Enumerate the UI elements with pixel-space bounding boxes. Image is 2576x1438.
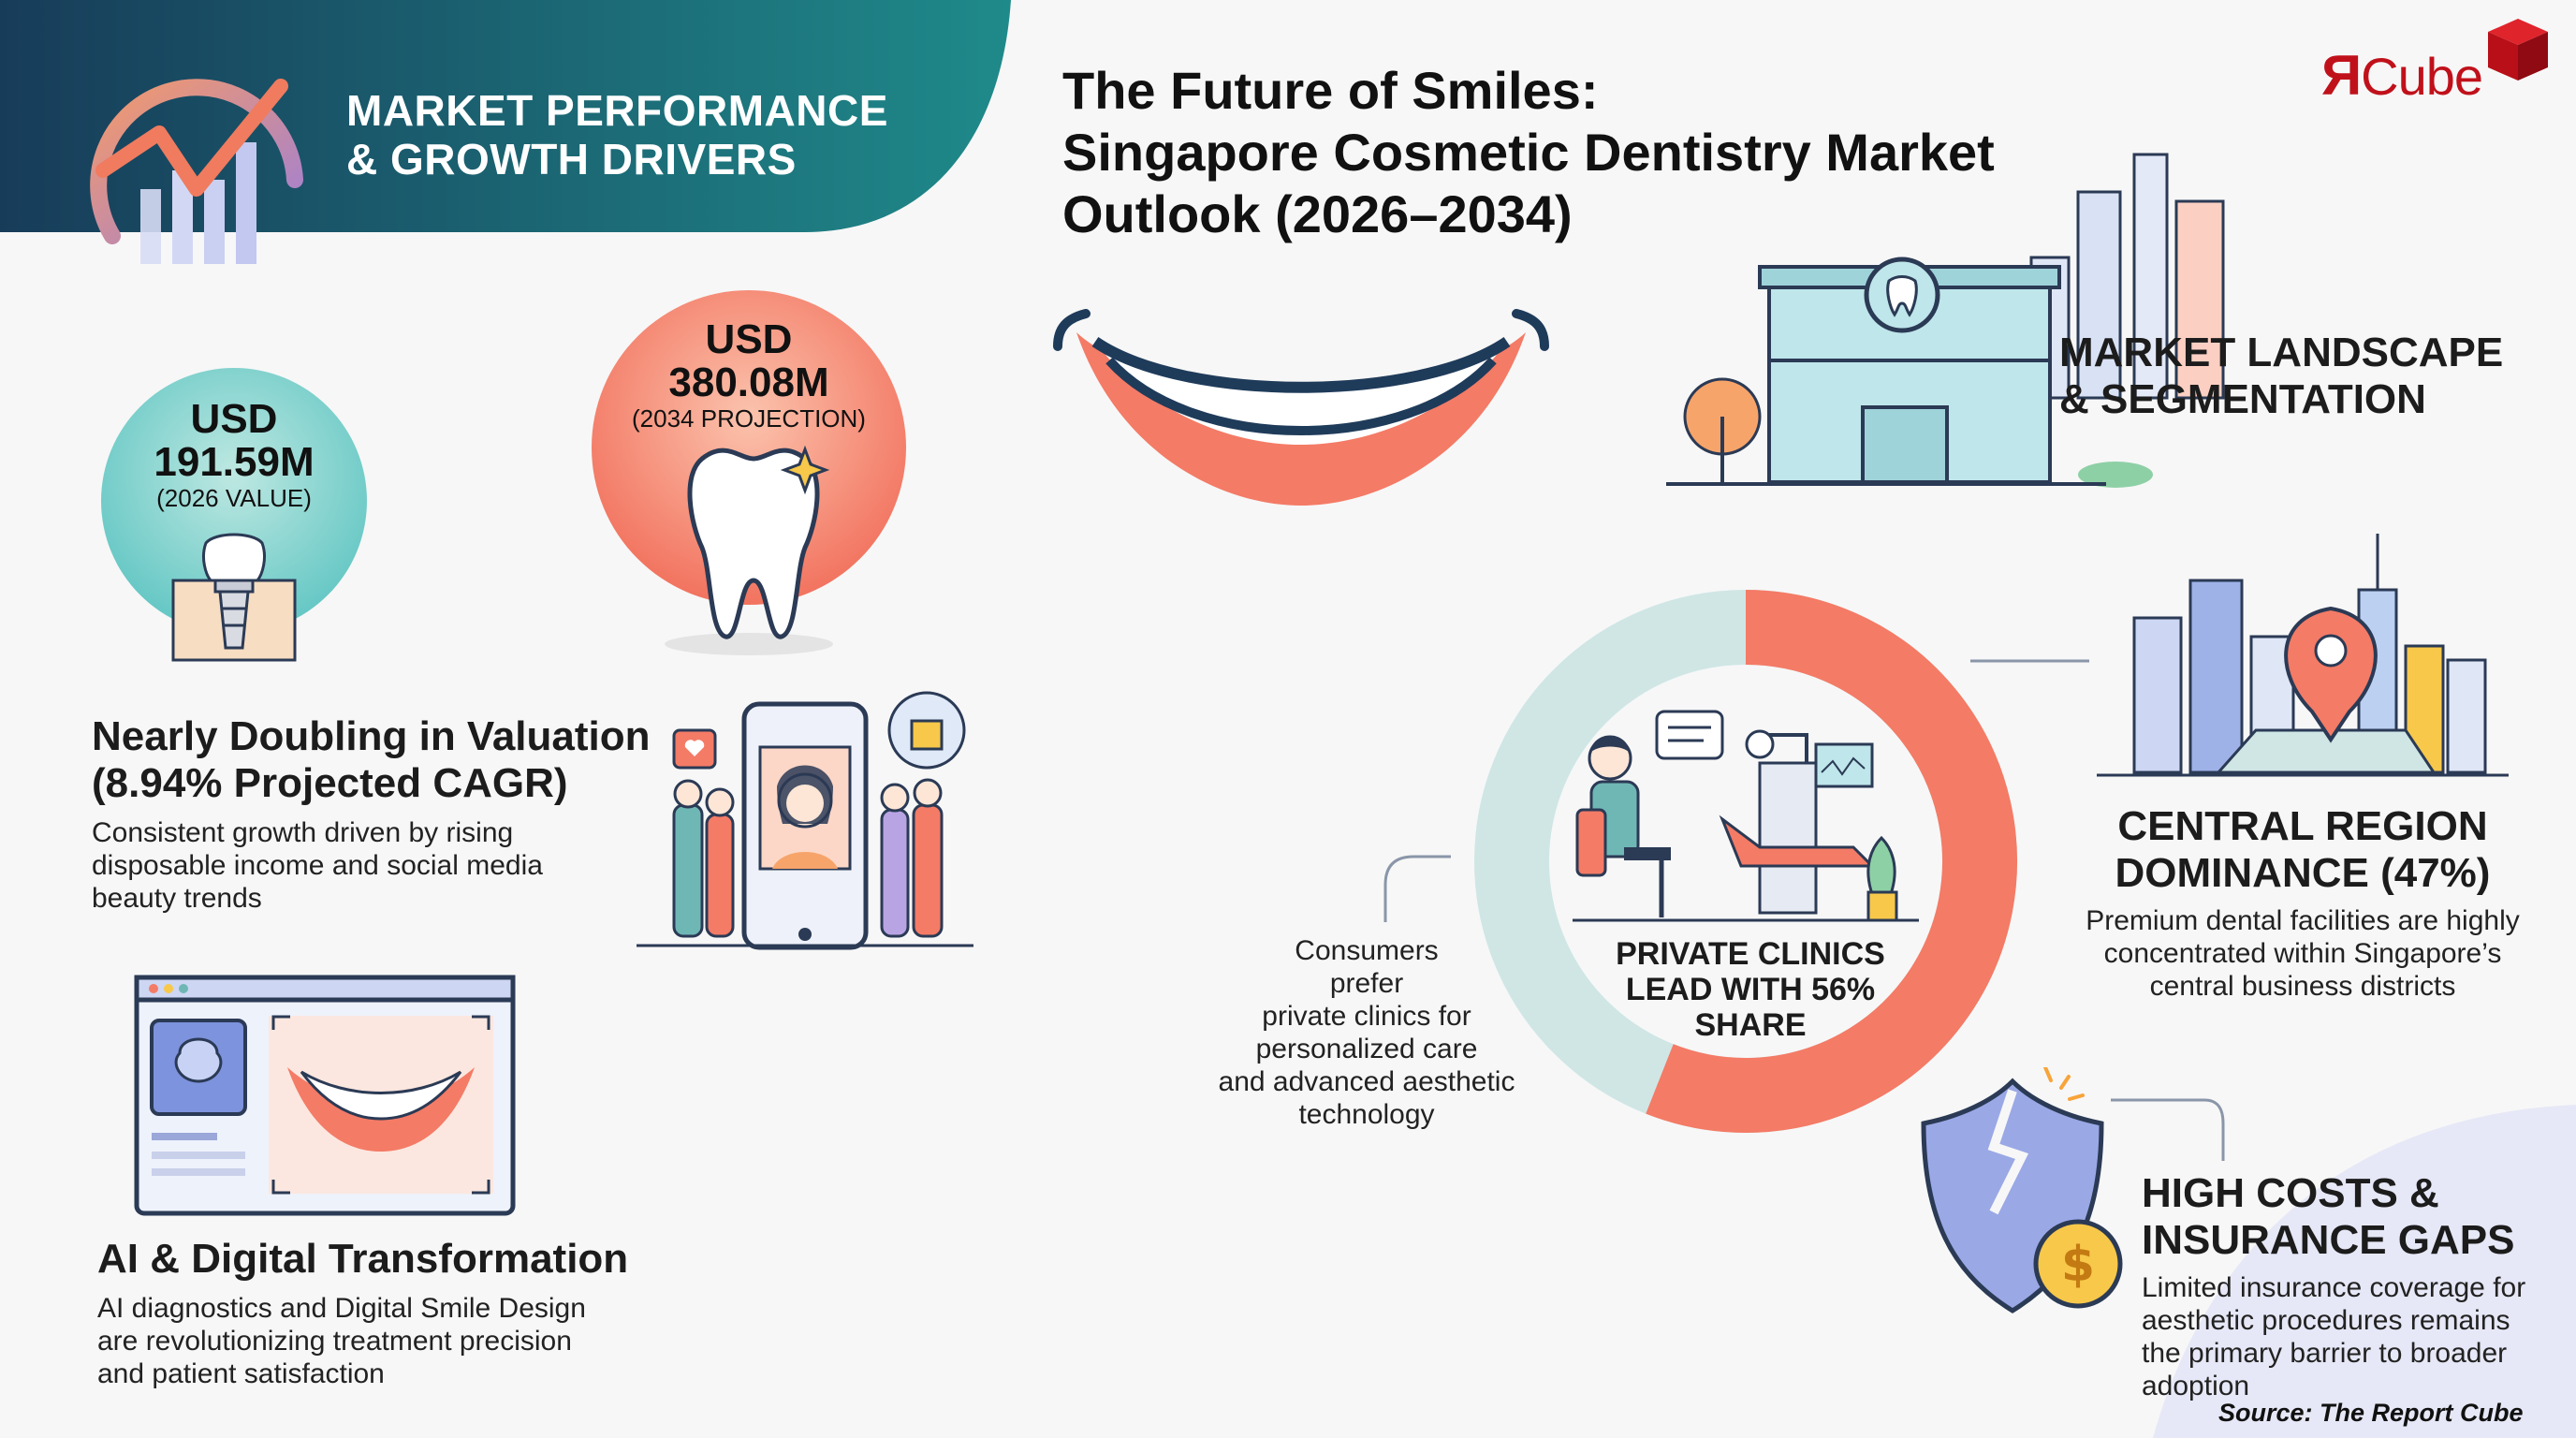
- consumers-line3: private clinics for: [1262, 1001, 1471, 1032]
- ai-description: AI diagnostics and Digital Smile Design …: [97, 1293, 586, 1389]
- private-clinics-label-line1: PRIVATE CLINICS: [1616, 936, 1885, 972]
- page-title-line1: The Future of Smiles:: [1062, 61, 1599, 120]
- logo: ЯCube: [2321, 43, 2483, 108]
- private-clinics-label-line2: LEAD WITH 56%: [1625, 972, 1876, 1007]
- header-title: MARKET PERFORMANCE & GROWTH DRIVERS: [346, 86, 888, 183]
- landscape-heading-line2: & SEGMENTATION: [2059, 376, 2426, 422]
- landscape-heading-line1: MARKET LANDSCAPE: [2059, 330, 2504, 375]
- consumers-line4: personalized care: [1255, 1034, 1478, 1064]
- bubble-2026-text: USD 191.59M (2026 VALUE): [103, 396, 365, 513]
- central-heading: CENTRAL REGION DOMINANCE (47%): [2078, 803, 2527, 897]
- logo-cube-text: Cube: [2361, 47, 2483, 106]
- bubble-2026: [101, 368, 367, 634]
- consumers-description: Consumers prefer private clinics for per…: [1198, 934, 1535, 1131]
- consumers-line5: and advanced aesthetic: [1218, 1066, 1515, 1097]
- broken-shield-dollar-icon: $: [1921, 1067, 2123, 1313]
- source-note: Source: The Report Cube: [2218, 1399, 2524, 1427]
- dental-clinic-icon: [1666, 153, 2225, 488]
- tooth-icon: [687, 445, 830, 639]
- bubble-2034-value: 380.08M: [668, 360, 829, 405]
- logo-r: Я: [2321, 44, 2362, 107]
- bubble-2034-note: (2034 PROJECTION): [632, 404, 866, 433]
- logo-cube-icon: [2488, 19, 2548, 81]
- doubling-heading-line2: (8.94% Projected CAGR): [92, 760, 568, 806]
- smile-lips-icon: [1053, 309, 1549, 506]
- page-title-line3: Outlook (2026–2034): [1062, 184, 1573, 243]
- costs-heading-line2: INSURANCE GAPS: [2142, 1217, 2515, 1263]
- bubble-2034-currency: USD: [705, 316, 793, 362]
- central-heading-line2: DOMINANCE (47%): [2115, 850, 2491, 896]
- header-title-line2: & GROWTH DRIVERS: [346, 135, 797, 183]
- donut-share-arc: [1646, 590, 2017, 1133]
- doubling-heading: Nearly Doubling in Valuation (8.94% Proj…: [92, 713, 672, 807]
- dentist-chair-icon: [1573, 710, 1919, 922]
- doubling-description: Consistent growth driven by rising dispo…: [92, 817, 543, 914]
- svg-text:$: $: [2061, 1237, 2095, 1293]
- page-title-line2: Singapore Cosmetic Dentistry Market: [1062, 123, 1995, 182]
- social-media-phone-icon: [637, 691, 973, 950]
- central-description: Premium dental facilities are highly con…: [2086, 905, 2520, 1002]
- landscape-heading: MARKET LANDSCAPE & SEGMENTATION: [2059, 330, 2527, 423]
- costs-description: Limited insurance coverage for aesthetic…: [2142, 1272, 2526, 1401]
- costs-heading-line1: HIGH COSTS &: [2142, 1170, 2439, 1216]
- ai-heading: AI & Digital Transformation: [97, 1236, 629, 1282]
- digital-smile-screen-icon: [134, 975, 516, 1216]
- costs-heading: HIGH COSTS & INSURANCE GAPS: [2142, 1170, 2554, 1264]
- consumers-line6: technology: [1298, 1099, 1435, 1130]
- bubble-2026-value: 191.59M: [154, 439, 315, 485]
- donut-chart: [1474, 590, 2017, 1133]
- header-title-line1: MARKET PERFORMANCE: [346, 86, 888, 135]
- bubble-2034: [592, 290, 906, 655]
- private-clinics-label: PRIVATE CLINICS LEAD WITH 56% SHARE: [1591, 936, 1910, 1043]
- consumers-line1: Consumers: [1295, 935, 1439, 966]
- bubble-2034-text: USD 380.08M (2034 PROJECTION): [608, 318, 889, 433]
- central-heading-line1: CENTRAL REGION: [2117, 803, 2488, 849]
- doubling-heading-line1: Nearly Doubling in Valuation: [92, 713, 651, 759]
- consumers-line2: prefer: [1329, 968, 1404, 999]
- bubble-2026-currency: USD: [190, 396, 278, 442]
- city-location-icon: [2097, 534, 2509, 777]
- page-title: The Future of Smiles: Singapore Cosmetic…: [1062, 60, 1995, 245]
- private-clinics-label-line3: SHARE: [1694, 1007, 1807, 1043]
- bubble-2026-note: (2026 VALUE): [156, 484, 312, 512]
- costs-background: [2153, 1105, 2576, 1438]
- growth-chart-icon: [90, 79, 303, 264]
- dental-implant-icon: [171, 533, 297, 662]
